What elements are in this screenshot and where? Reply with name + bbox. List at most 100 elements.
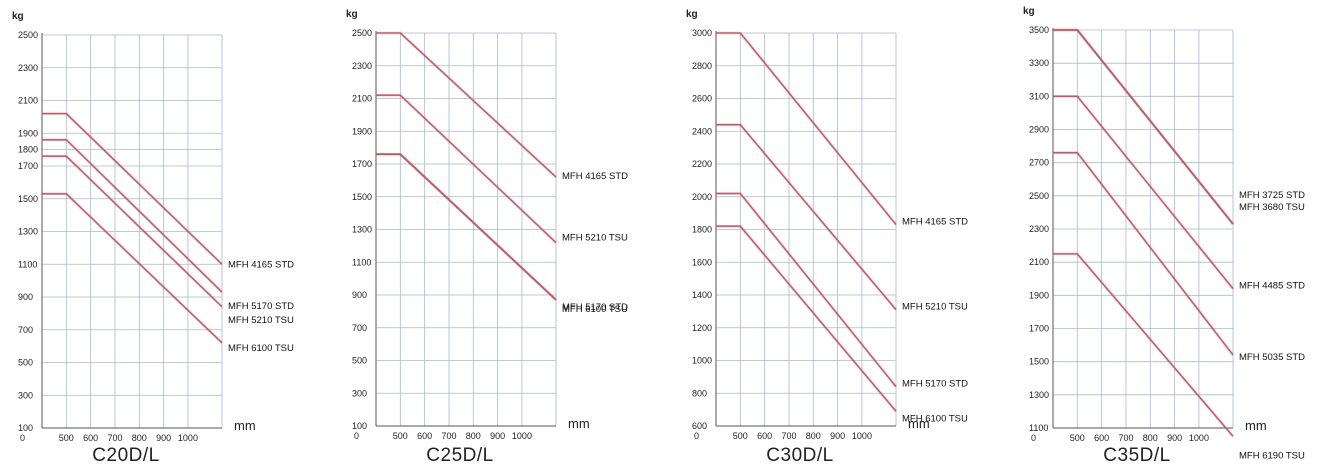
y-tick-label: 1900 <box>18 128 38 138</box>
series-line-shadow <box>1053 28 1234 225</box>
chart-3: 600 800 1000 1200 1400 1600 1800 2000 2200 2400 26… <box>686 9 968 465</box>
x-tick-label: 600 <box>1094 433 1109 443</box>
x-origin-label: 0 <box>694 431 699 441</box>
series-label: MFH 3680 TSU <box>1239 202 1305 213</box>
y-tick-label: 2500 <box>1029 191 1049 201</box>
y-tick-label: 3500 <box>1029 25 1049 35</box>
series-label: MFH 4165 STD <box>902 217 968 228</box>
series-line-shadow <box>716 123 897 311</box>
chart-2: 100 300 500 700 900 1100 1300 1500 1700 1900 2100 2… <box>346 9 628 465</box>
x-tick-label: 900 <box>156 433 171 443</box>
series-line-shadow <box>1053 252 1234 438</box>
series-line <box>716 32 897 226</box>
y-tick-label: 1400 <box>692 290 712 300</box>
x-tick-label: 700 <box>1118 433 1133 443</box>
x-tick-label: 1000 <box>1189 433 1209 443</box>
y-tick-label: 2300 <box>18 63 38 73</box>
y-axis-unit: kg <box>686 9 698 20</box>
y-tick-label: 1900 <box>352 126 372 136</box>
series-label: MFH 6190 TSU <box>1239 450 1305 461</box>
y-tick-label: 3100 <box>1029 91 1049 101</box>
series-line-shadow <box>1053 28 1234 225</box>
y-tick-label: 1100 <box>1029 423 1048 433</box>
series-line-shadow <box>376 94 557 244</box>
chart-1: 100 300 500 700 900 1100 1300 1500 1700 1800 1900 2… <box>12 11 294 465</box>
y-tick-label: 2900 <box>1029 125 1049 135</box>
y-tick-label: 2200 <box>692 159 712 169</box>
series-line <box>1053 253 1234 437</box>
x-tick-label: 1000 <box>852 431 872 441</box>
series-label: MFH 4485 STD <box>1239 281 1305 292</box>
series-label: MFH 6100 TSU <box>902 413 968 424</box>
x-origin-label: 0 <box>354 431 359 441</box>
y-tick-label: 2500 <box>18 30 38 40</box>
series-line <box>376 153 557 301</box>
x-tick-label: 500 <box>59 433 74 443</box>
x-tick-label: 1000 <box>178 433 198 443</box>
series-label: MFH 5210 TSU <box>228 315 294 326</box>
chart-4: 1100 1300 1500 1700 1900 2100 2300 2500 2700 2900… <box>1023 6 1305 465</box>
y-axis-unit: kg <box>346 9 358 20</box>
y-tick-label: 1300 <box>18 227 38 237</box>
x-tick-label: 800 <box>1143 433 1158 443</box>
y-tick-label: 1000 <box>692 356 712 366</box>
y-tick-label: 1900 <box>1029 290 1049 300</box>
y-tick-label: 2700 <box>1029 158 1049 168</box>
series-line-shadow <box>42 138 223 293</box>
y-tick-label: 1500 <box>352 192 372 202</box>
x-axis-unit: mm <box>1245 418 1267 433</box>
x-tick-label: 600 <box>757 431 772 441</box>
model-label: C35D/L <box>1103 445 1170 465</box>
y-tick-label: 1700 <box>1029 324 1049 334</box>
y-tick-label: 2500 <box>352 28 372 38</box>
x-axis-unit: mm <box>908 416 930 431</box>
series-line-shadow <box>42 112 223 266</box>
y-tick-label: 2600 <box>692 94 712 104</box>
series-label: MFH 4165 STD <box>562 171 628 182</box>
grid <box>42 34 223 429</box>
x-tick-label: 500 <box>1070 433 1085 443</box>
y-tick-label: 1100 <box>18 259 37 269</box>
series-line <box>1053 95 1234 290</box>
x-tick-label: 700 <box>781 431 796 441</box>
y-tick-label: 2400 <box>692 126 712 136</box>
series-line <box>1053 152 1234 356</box>
x-tick-label: 700 <box>441 431 456 441</box>
grid <box>376 32 557 427</box>
y-tick-label: 1800 <box>692 225 712 235</box>
x-origin-label: 0 <box>1031 433 1036 443</box>
series-label: MFH 3725 STD <box>1239 190 1305 201</box>
y-tick-label: 100 <box>352 421 367 431</box>
series-label: MFH 5210 TSU <box>562 233 628 244</box>
x-axis-unit: mm <box>568 416 590 431</box>
y-tick-label: 500 <box>352 356 367 366</box>
y-tick-label: 2300 <box>1029 224 1049 234</box>
series-label: MFH 5170 STD <box>228 301 294 312</box>
series-line-shadow <box>376 153 557 301</box>
x-tick-label: 800 <box>806 431 821 441</box>
x-tick-label: 500 <box>733 431 748 441</box>
series-line <box>1053 29 1234 225</box>
y-tick-label: 2800 <box>692 61 712 71</box>
series-line <box>376 153 557 301</box>
x-tick-label: 600 <box>83 433 98 443</box>
y-tick-label: 900 <box>352 290 367 300</box>
y-tick-label: 700 <box>18 325 33 335</box>
x-tick-label: 700 <box>107 433 122 443</box>
series-label: MFH 6100 TSU <box>562 304 628 315</box>
y-tick-label: 2300 <box>352 61 372 71</box>
y-tick-label: 1300 <box>352 225 372 235</box>
series-line <box>42 193 223 344</box>
x-tick-label: 600 <box>417 431 432 441</box>
y-tick-label: 2000 <box>692 192 712 202</box>
grid <box>1053 29 1234 429</box>
series-line-shadow <box>42 192 223 344</box>
series-line <box>716 192 897 388</box>
y-tick-label: 1500 <box>1029 357 1049 367</box>
y-tick-label: 1700 <box>352 159 372 169</box>
y-tick-label: 800 <box>692 388 707 398</box>
y-tick-label: 100 <box>18 423 33 433</box>
y-tick-label: 300 <box>18 390 33 400</box>
series-label: MFH 5170 STD <box>562 302 628 313</box>
